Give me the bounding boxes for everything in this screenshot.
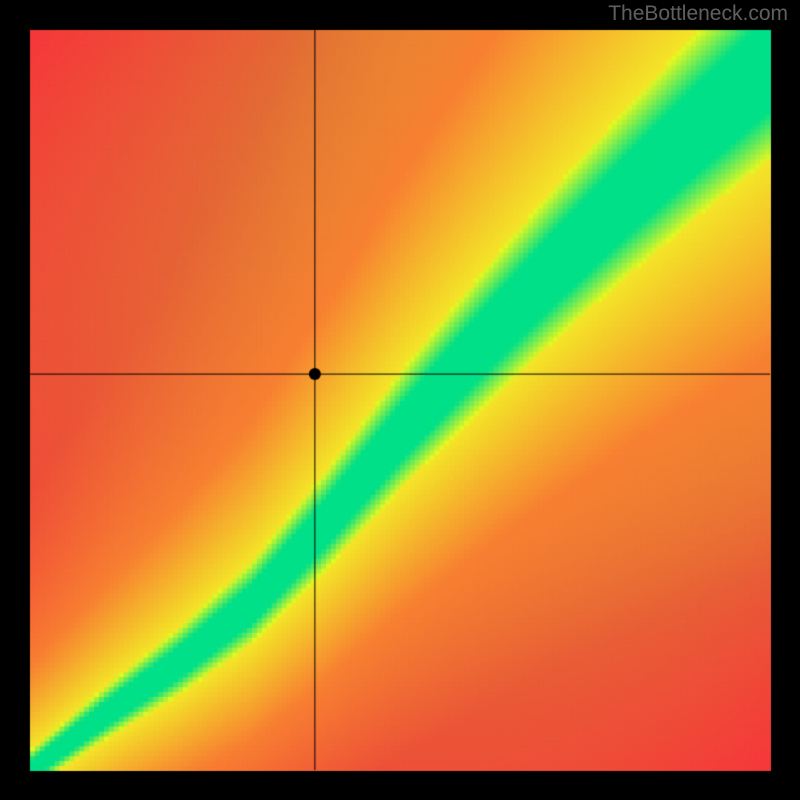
heatmap-canvas xyxy=(0,0,800,800)
watermark-text: TheBottleneck.com xyxy=(608,2,788,26)
chart-container: TheBottleneck.com xyxy=(0,0,800,800)
